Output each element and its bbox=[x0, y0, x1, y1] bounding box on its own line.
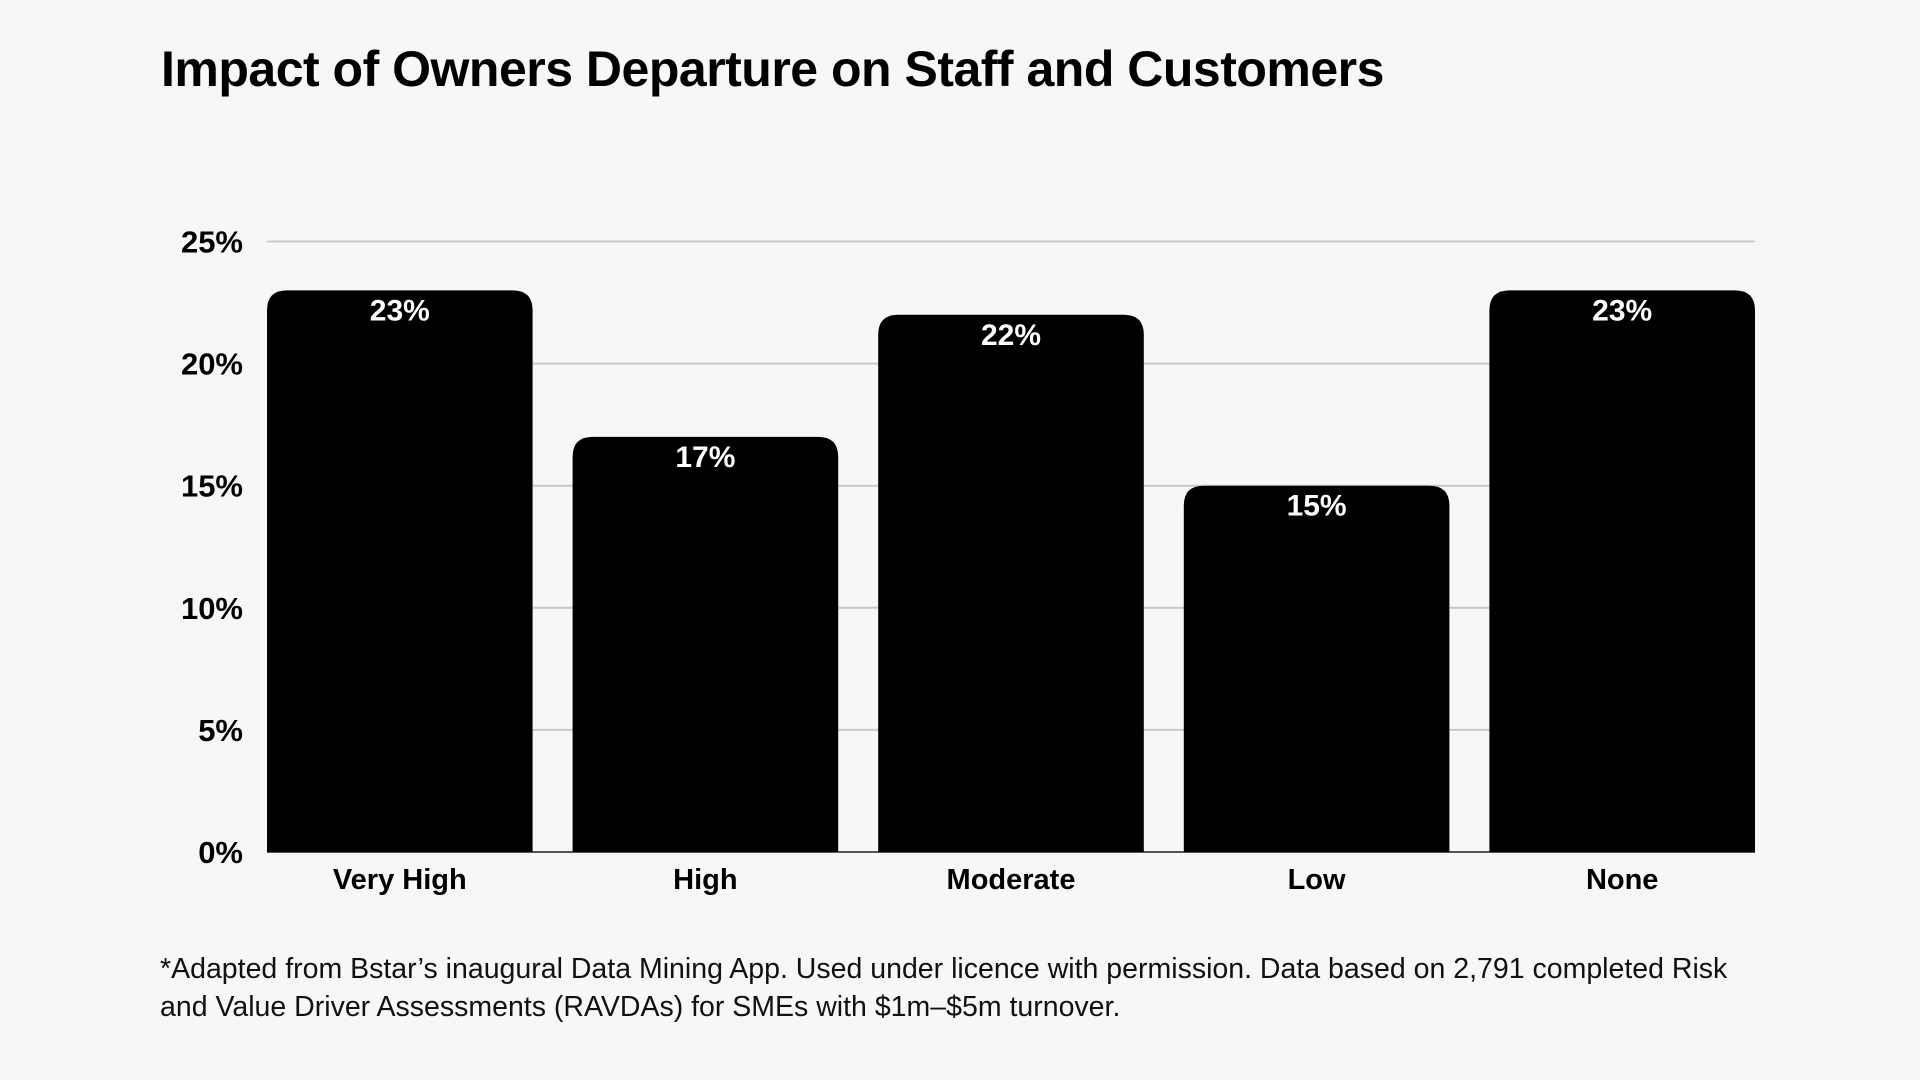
data-labels: 23% 17% 22% 15% 23% bbox=[370, 294, 1652, 522]
bars bbox=[267, 290, 1755, 853]
bar bbox=[267, 290, 533, 853]
y-tick-label: 0% bbox=[198, 835, 243, 870]
y-tick-label: 15% bbox=[181, 469, 243, 504]
y-tick-label: 25% bbox=[181, 225, 243, 260]
y-tick-label: 10% bbox=[181, 591, 243, 626]
footnote: *Adapted from Bstar’s inaugural Data Min… bbox=[160, 953, 1728, 1023]
y-tick-label: 20% bbox=[181, 347, 243, 382]
x-tick-label: Low bbox=[1288, 864, 1346, 896]
x-tick-label: High bbox=[673, 864, 737, 896]
x-axis-ticks: Very High High Moderate Low None bbox=[333, 864, 1659, 896]
data-label: 23% bbox=[370, 294, 430, 327]
bar bbox=[1489, 290, 1755, 853]
data-label: 15% bbox=[1287, 490, 1347, 523]
bar bbox=[1183, 485, 1450, 852]
x-tick-label: None bbox=[1586, 864, 1659, 896]
bar bbox=[572, 436, 839, 852]
data-label: 17% bbox=[675, 441, 735, 474]
x-tick-label: Moderate bbox=[947, 864, 1076, 896]
chart-title: Impact of Owners Departure on Staff and … bbox=[161, 41, 1384, 97]
y-tick-label: 5% bbox=[198, 713, 243, 748]
data-label: 22% bbox=[981, 319, 1041, 352]
y-axis-ticks: 0% 5% 10% 15% 20% 25% bbox=[181, 225, 243, 871]
x-tick-label: Very High bbox=[333, 864, 467, 896]
bar bbox=[878, 314, 1144, 852]
data-label: 23% bbox=[1592, 294, 1652, 327]
